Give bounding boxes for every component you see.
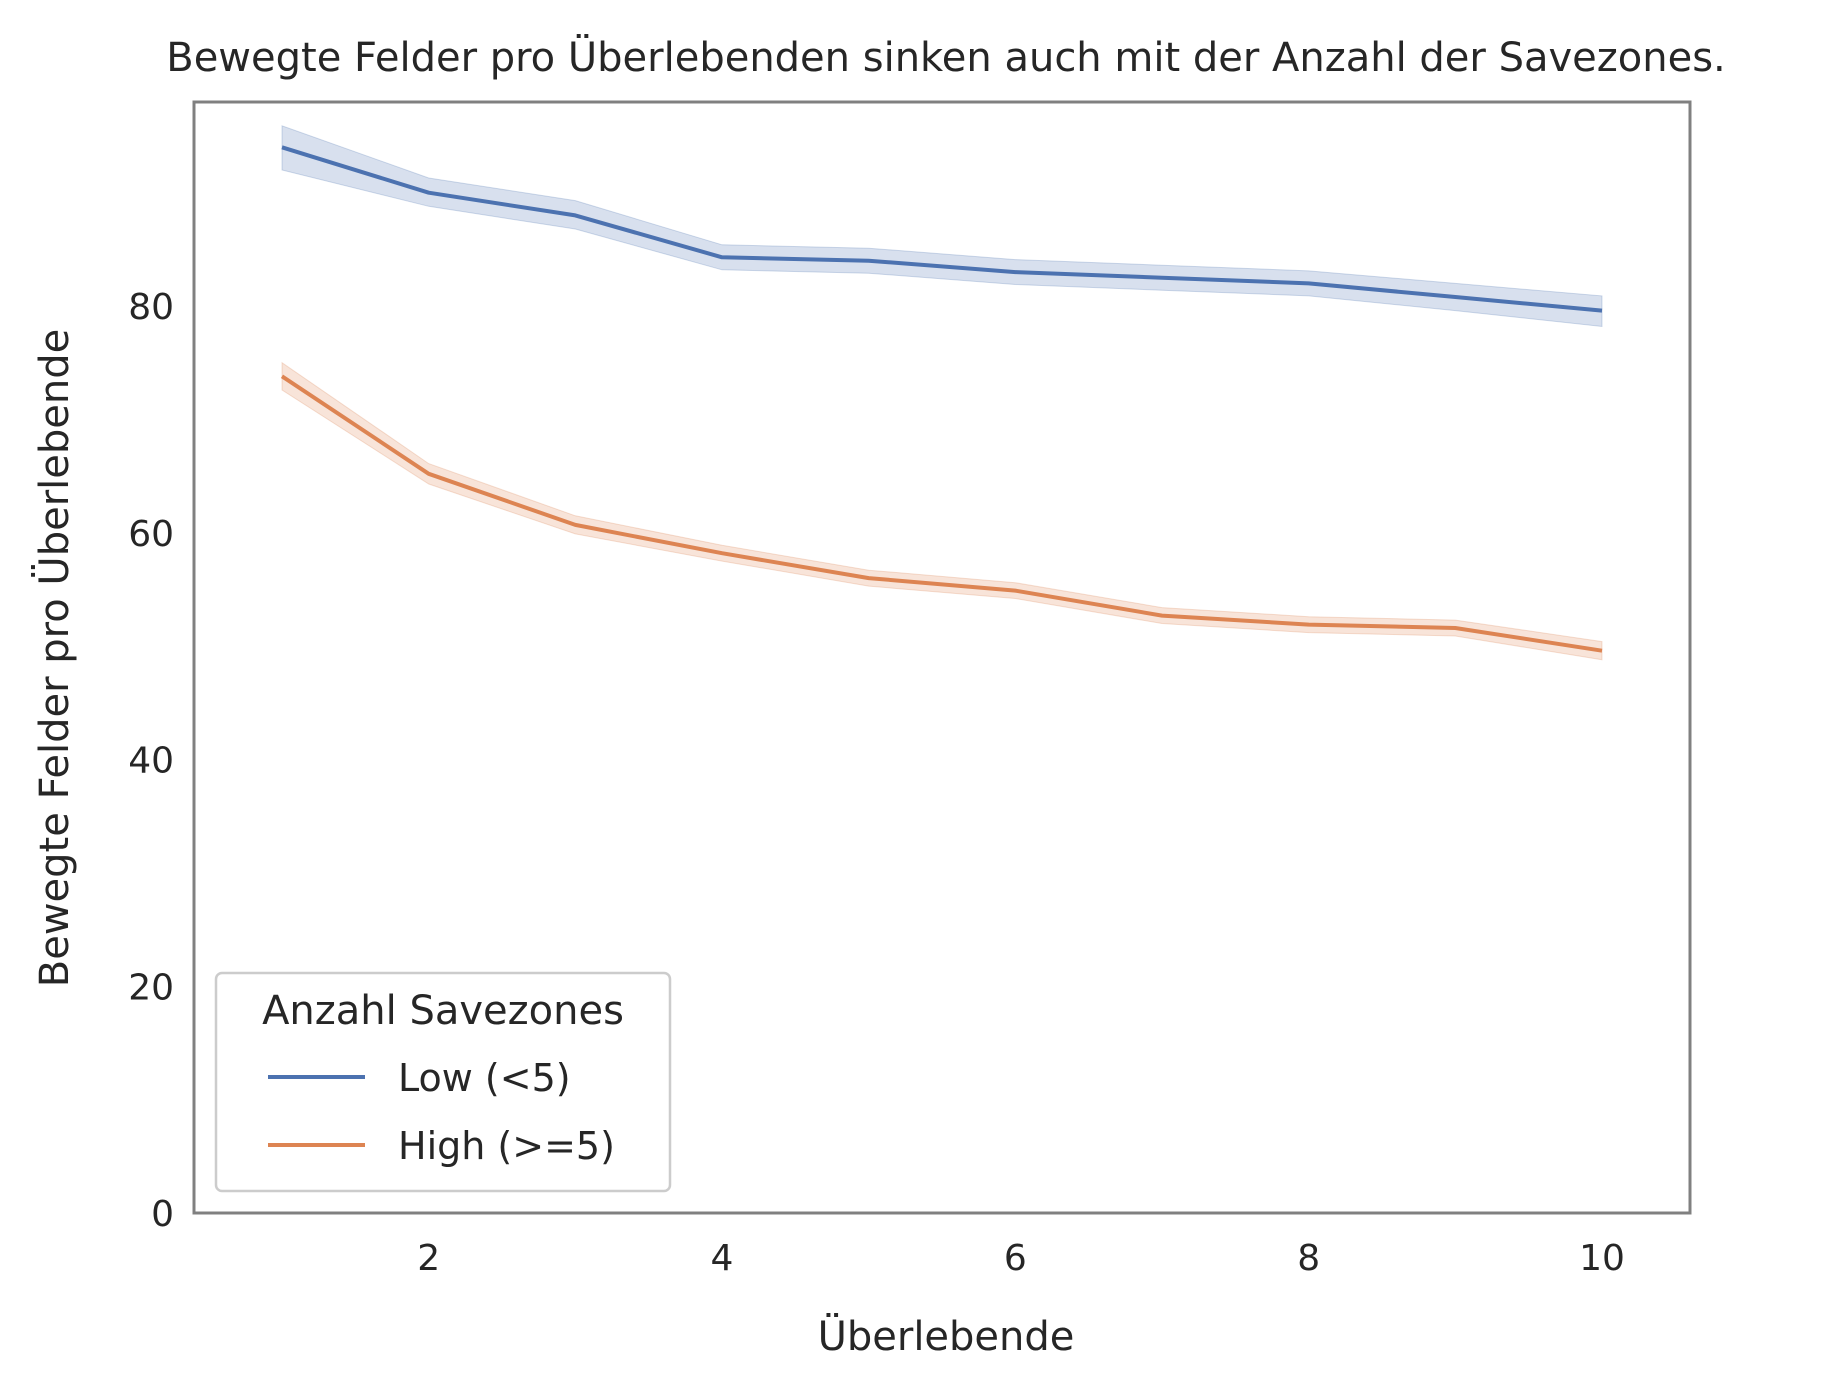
y-tick-label: 80 [128,287,174,328]
x-tick-label: 6 [1004,1238,1027,1279]
series-lines [280,145,1603,653]
y-tick-label: 60 [128,514,174,555]
series-line-low-5 [281,145,1603,313]
y-tick-label: 40 [128,741,174,782]
chart-title: Bewegte Felder pro Überlebenden sinken a… [166,33,1726,81]
x-tick-label: 10 [1579,1238,1625,1279]
confidence-band-high-5 [281,361,1603,661]
x-axis-ticks: 2 4 6 8 10 [417,1238,1625,1279]
y-axis-ticks: 0 20 40 60 80 [128,287,174,1235]
y-tick-label: 20 [128,967,174,1008]
confidence-band-low-5 [281,125,1603,328]
legend-label-high: High (>=5) [398,1124,615,1168]
legend-box [214,971,672,1193]
series-line-high-5 [280,374,1603,653]
x-axis-label: Überlebende [818,1312,1075,1360]
legend-label-low: Low (<5) [398,1056,571,1100]
x-tick-label: 4 [711,1238,734,1279]
confidence-bands [281,125,1603,661]
x-tick-label: 8 [1297,1238,1320,1279]
legend-title: Anzahl Savezones [262,988,624,1034]
y-axis-label: Bewegte Felder pro Überlebende [30,329,78,987]
x-tick-label: 2 [417,1238,440,1279]
legend: Anzahl Savezones Low (<5) High (>=5) [214,971,672,1193]
plot-area-frame [192,100,1692,1215]
y-tick-label: 0 [151,1194,174,1235]
